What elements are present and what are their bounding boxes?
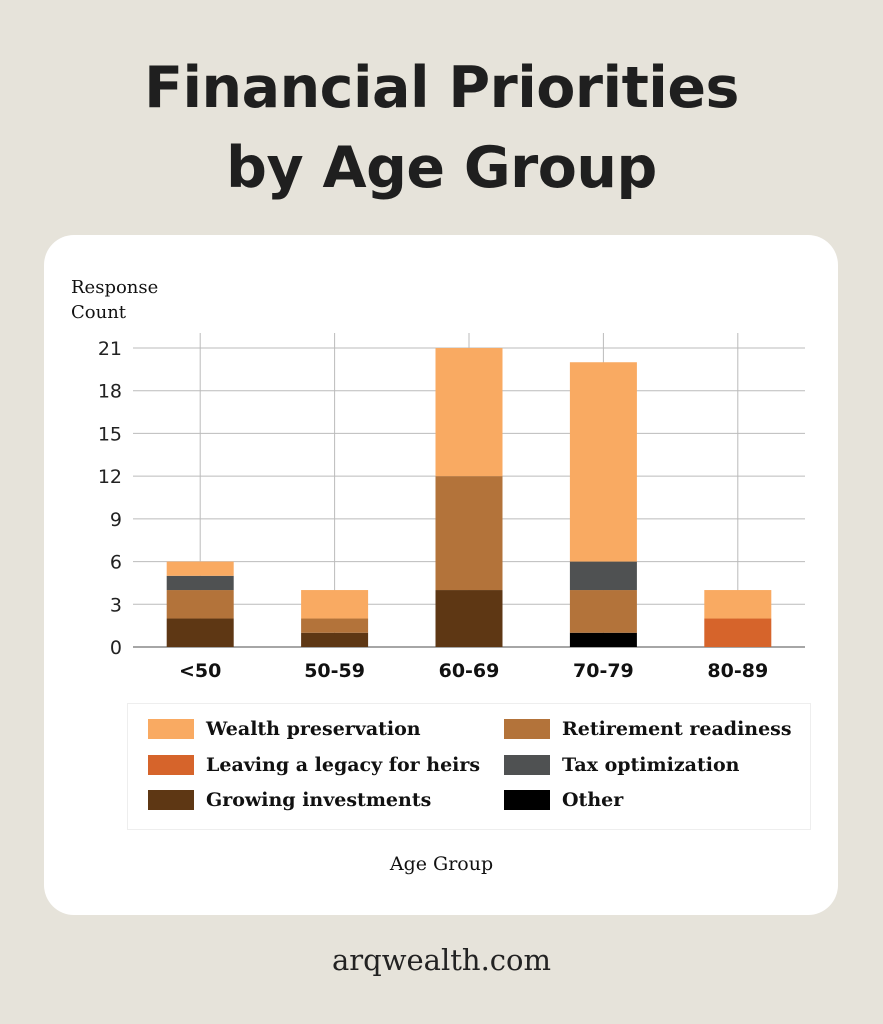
legend-item: Growing investments: [148, 789, 431, 811]
legend-swatch: [504, 719, 550, 739]
bar-segment: [166, 575, 234, 591]
legend-item: Tax optimization: [504, 754, 739, 776]
bar-segment: [435, 348, 503, 477]
legend-label: Leaving a legacy for heirs: [206, 753, 481, 776]
legend-swatch: [148, 754, 194, 775]
bar-segment: [166, 561, 234, 576]
x-tick-label: <50: [179, 660, 221, 682]
y-tick-label: 9: [110, 509, 122, 531]
bar-segment: [435, 590, 503, 647]
bar-segment: [569, 561, 637, 591]
y-tick-label: 6: [110, 552, 122, 574]
bar-segment: [301, 618, 369, 633]
y-tick-label: 18: [98, 381, 122, 403]
legend-swatch: [504, 754, 550, 775]
legend-swatch: [148, 719, 194, 739]
legend-item: Wealth preservation: [148, 718, 421, 740]
bar-segment: [301, 590, 369, 619]
legend-item: Leaving a legacy for heirs: [148, 754, 480, 776]
page-title: Financial Priorities by Age Group: [144, 55, 739, 201]
bar-segment: [166, 618, 234, 647]
y-axis-label: Response Count: [71, 277, 159, 323]
footer-url: arqwealth.com: [331, 943, 551, 977]
legend-label: Other: [562, 789, 624, 811]
legend-item: Retirement readiness: [504, 718, 792, 740]
bar-segment: [569, 590, 637, 633]
bar-segment: [569, 362, 637, 562]
x-tick-label: 80-89: [707, 660, 768, 682]
x-tick-label: 70-79: [573, 660, 634, 682]
bar-segment: [704, 618, 772, 647]
legend-label: Growing investments: [206, 789, 432, 811]
bar-segment: [435, 476, 503, 591]
bar-segment: [166, 590, 234, 619]
y-tick-label: 12: [98, 466, 122, 488]
legend-swatch: [504, 790, 550, 810]
bar-segment: [301, 632, 369, 647]
legend-label: Wealth preservation: [206, 718, 421, 740]
bar-segment: [569, 632, 637, 647]
legend: Wealth preservation Retirement readiness L…: [127, 703, 811, 830]
x-axis-label: Age Group: [389, 853, 494, 875]
y-tick-label: 21: [98, 338, 122, 360]
y-tick-label: 15: [98, 423, 122, 445]
legend-label: Retirement readiness: [562, 718, 792, 740]
legend-swatch: [148, 790, 194, 810]
bar-segment: [704, 590, 772, 619]
x-tick-label: 50-59: [304, 660, 365, 682]
y-tick-label: 0: [110, 637, 122, 659]
y-tick-label: 3: [110, 594, 122, 616]
x-tick-label: 60-69: [439, 660, 500, 682]
legend-label: Tax optimization: [562, 753, 740, 776]
legend-item: Other: [504, 789, 623, 811]
